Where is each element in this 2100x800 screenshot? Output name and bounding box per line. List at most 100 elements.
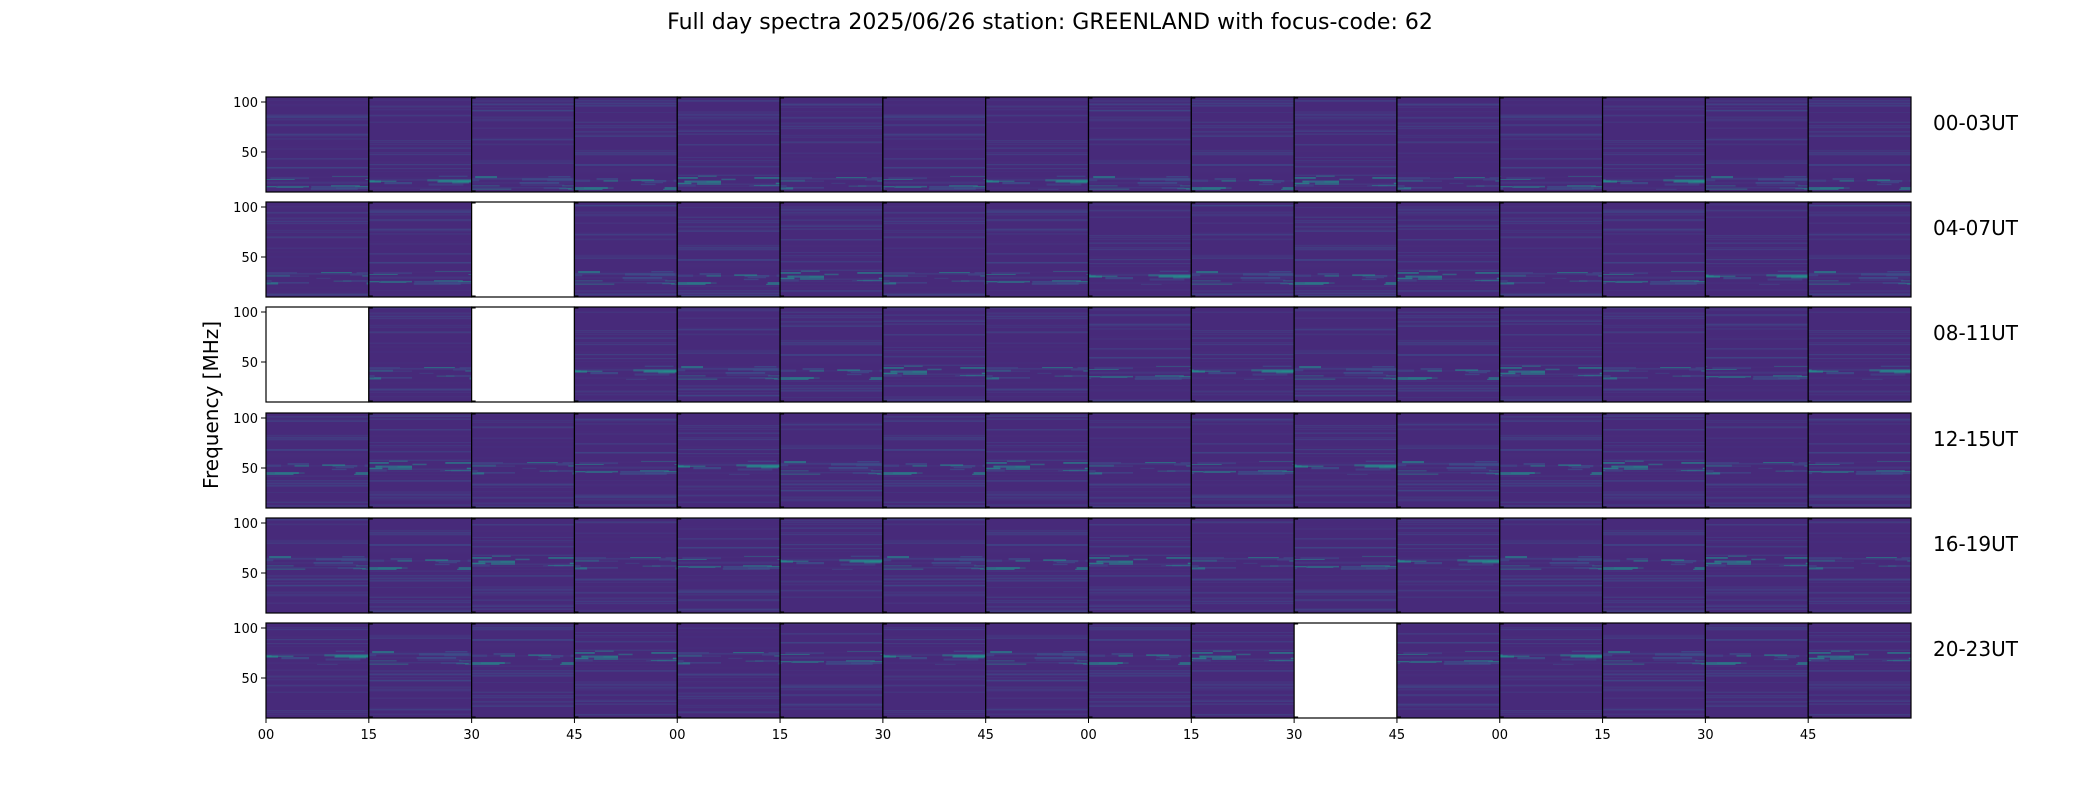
spectrum-panel xyxy=(265,412,370,509)
spectrum-panel xyxy=(1499,412,1604,509)
x-tick-label: 00 xyxy=(1491,728,1508,743)
spectrum-panel xyxy=(471,96,576,193)
spectrum-panel xyxy=(676,412,781,509)
spectrum-panel xyxy=(1396,201,1501,298)
spectrum-panel xyxy=(368,517,473,614)
x-tick-label: 30 xyxy=(1286,728,1303,743)
spectrum-panel xyxy=(676,622,781,719)
y-tick-label: 100 xyxy=(233,201,258,216)
spectrum-panel xyxy=(1190,201,1295,298)
spectrum-panel xyxy=(676,306,781,403)
spectra-row-08-11UT xyxy=(265,306,1912,403)
missing-spectrum-panel xyxy=(471,201,576,298)
spectrum-panel xyxy=(368,201,473,298)
spectrum-panel xyxy=(368,96,473,193)
spectrum-panel xyxy=(1704,517,1809,614)
missing-spectrum-panel xyxy=(471,306,576,403)
spectrum-panel xyxy=(985,622,1090,719)
spectrum-panel xyxy=(779,622,884,719)
row-time-label: 04-07UT xyxy=(1933,216,2019,240)
y-tick-label: 50 xyxy=(241,251,258,266)
spectrum-panel xyxy=(1807,96,1912,193)
spectra-row-16-19UT xyxy=(265,517,1912,614)
spectrum-panel xyxy=(1190,96,1295,193)
spectrum-panel xyxy=(1293,412,1398,509)
spectra-row-00-03UT xyxy=(265,96,1912,193)
row-time-label: 00-03UT xyxy=(1933,111,2019,135)
spectrum-panel xyxy=(573,306,678,403)
x-tick-label: 15 xyxy=(772,728,789,743)
spectrum-panel xyxy=(1087,201,1192,298)
spectrum-panel xyxy=(265,201,370,298)
x-tick-label: 00 xyxy=(669,728,686,743)
spectrum-panel xyxy=(573,517,678,614)
x-tick-label: 45 xyxy=(977,728,994,743)
x-tick-label: 45 xyxy=(566,728,583,743)
spectrum-panel xyxy=(985,412,1090,509)
spectrum-panel xyxy=(1087,412,1192,509)
spectrum-panel xyxy=(779,517,884,614)
row-time-label: 20-23UT xyxy=(1933,637,2019,661)
spectrum-panel xyxy=(471,412,576,509)
spectrum-panel xyxy=(1190,306,1295,403)
spectrum-panel xyxy=(1087,622,1192,719)
x-tick-label: 30 xyxy=(1697,728,1714,743)
spectrum-panel xyxy=(1601,96,1706,193)
spectrum-panel xyxy=(676,517,781,614)
spectrum-panel xyxy=(1190,517,1295,614)
x-tick-label: 00 xyxy=(1080,728,1097,743)
spectrum-panel xyxy=(779,306,884,403)
spectrum-panel xyxy=(1396,412,1501,509)
spectrum-panel xyxy=(882,96,987,193)
missing-spectrum-panel xyxy=(265,306,370,403)
x-tick-label: 00 xyxy=(258,728,275,743)
spectrum-panel xyxy=(1087,517,1192,614)
y-tick-label: 100 xyxy=(233,306,258,321)
y-tick-label: 100 xyxy=(233,622,258,637)
spectrum-panel xyxy=(1087,96,1192,193)
spectrum-panel xyxy=(1807,201,1912,298)
spectrum-panel xyxy=(368,412,473,509)
spectrum-panel xyxy=(573,412,678,509)
spectrum-panel xyxy=(1601,622,1706,719)
spectra-row-20-23UT xyxy=(265,622,1912,719)
spectrum-panel xyxy=(1396,306,1501,403)
x-tick-label: 15 xyxy=(1594,728,1611,743)
spectrum-panel xyxy=(779,412,884,509)
spectrum-panel xyxy=(1499,517,1604,614)
spectrum-panel xyxy=(1704,412,1809,509)
spectrum-panel xyxy=(368,306,473,403)
spectrum-panel xyxy=(985,201,1090,298)
y-tick-label: 100 xyxy=(233,412,258,427)
spectrum-panel xyxy=(1293,517,1398,614)
row-time-label: 12-15UT xyxy=(1933,427,2019,451)
spectra-row-12-15UT xyxy=(265,412,1912,509)
spectrum-panel xyxy=(1499,96,1604,193)
spectra-row-04-07UT xyxy=(265,201,1912,298)
spectrum-panel xyxy=(1396,622,1501,719)
spectrum-panel xyxy=(1601,517,1706,614)
spectrum-panel xyxy=(1601,201,1706,298)
spectrum-panel xyxy=(1087,306,1192,403)
y-tick-label: 50 xyxy=(241,146,258,161)
y-tick-label: 100 xyxy=(233,517,258,532)
spectrum-panel xyxy=(985,306,1090,403)
x-tick-label: 30 xyxy=(463,728,480,743)
spectrum-panel xyxy=(882,412,987,509)
spectrum-panel xyxy=(471,517,576,614)
x-tick-label: 15 xyxy=(1183,728,1200,743)
spectrum-panel xyxy=(265,96,370,193)
spectrum-panel xyxy=(1190,622,1295,719)
spectrum-panel xyxy=(1807,622,1912,719)
spectrum-panel xyxy=(471,622,576,719)
spectrum-panel xyxy=(1396,517,1501,614)
y-tick-label: 50 xyxy=(241,567,258,582)
spectrum-panel xyxy=(1293,96,1398,193)
row-time-label: 08-11UT xyxy=(1933,321,2019,345)
y-tick-label: 50 xyxy=(241,672,258,687)
x-tick-label: 30 xyxy=(875,728,892,743)
spectrum-panel xyxy=(1601,412,1706,509)
spectrum-panel xyxy=(1807,517,1912,614)
spectrum-panel xyxy=(882,517,987,614)
y-tick-label: 100 xyxy=(233,96,258,111)
